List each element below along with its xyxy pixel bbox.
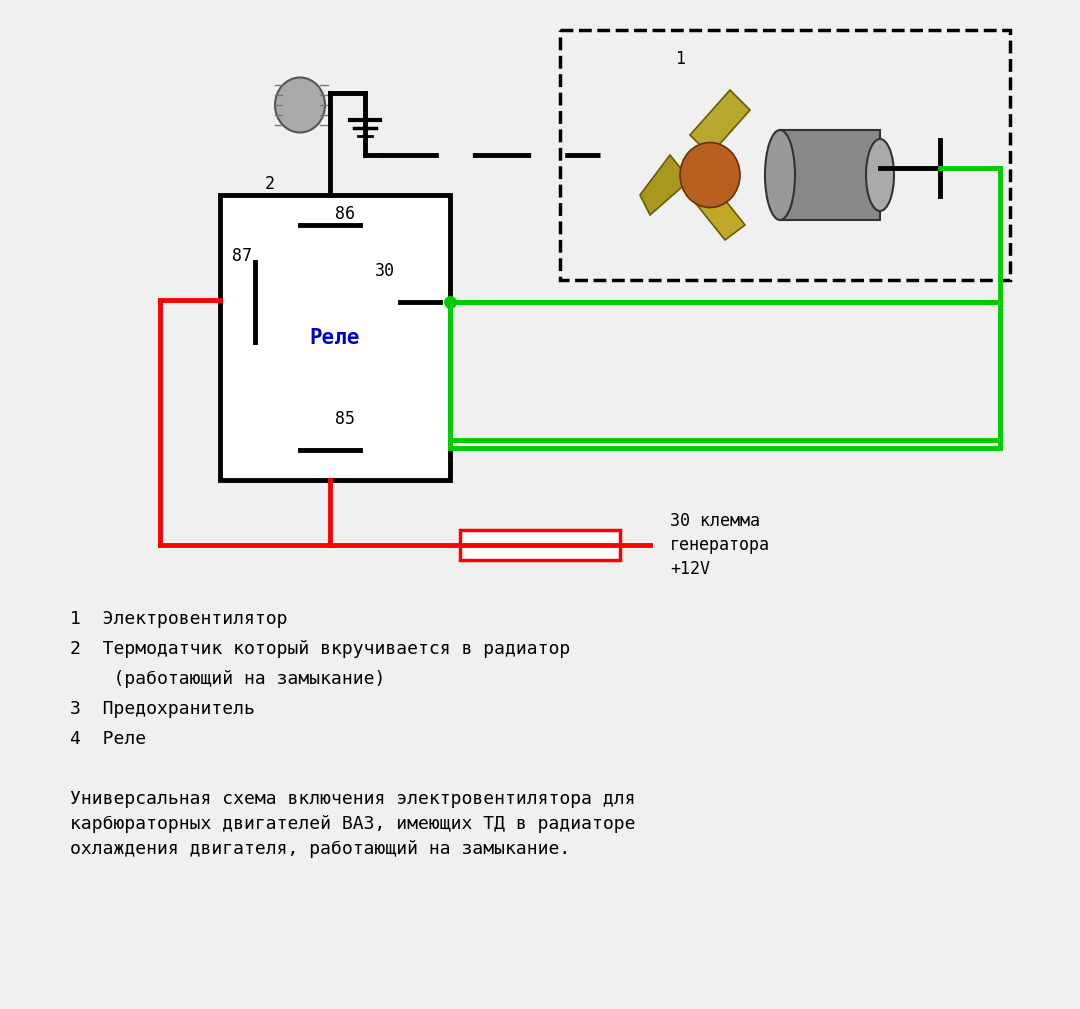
- Ellipse shape: [275, 78, 325, 132]
- Text: 1  Электровентилятор: 1 Электровентилятор: [70, 610, 287, 628]
- Text: 30: 30: [375, 262, 395, 281]
- Text: 2  Термодатчик который вкручивается в радиатор: 2 Термодатчик который вкручивается в рад…: [70, 640, 570, 658]
- Text: 87: 87: [232, 247, 252, 265]
- Text: Реле: Реле: [310, 328, 361, 347]
- Polygon shape: [685, 175, 745, 240]
- Text: 2: 2: [265, 175, 275, 193]
- Ellipse shape: [866, 139, 894, 211]
- Text: 1: 1: [675, 50, 685, 68]
- Text: (работающий на замыкание): (работающий на замыкание): [70, 670, 386, 688]
- Ellipse shape: [680, 142, 740, 208]
- Polygon shape: [640, 155, 690, 215]
- Polygon shape: [690, 90, 750, 155]
- Ellipse shape: [765, 130, 795, 220]
- Bar: [780, 130, 880, 220]
- Text: Универсальная схема включения электровентилятора для
карбюраторных двигателей ВА: Универсальная схема включения электровен…: [70, 790, 635, 858]
- Text: 30 клемма
генератора
+12V: 30 клемма генератора +12V: [670, 513, 770, 577]
- Text: 4  Реле: 4 Реле: [70, 730, 146, 748]
- Text: 85: 85: [335, 410, 355, 428]
- Text: 3  Предохранитель: 3 Предохранитель: [70, 700, 255, 718]
- Text: 86: 86: [335, 205, 355, 223]
- Bar: [561, 30, 1010, 281]
- Bar: [220, 195, 450, 480]
- Bar: [460, 530, 620, 560]
